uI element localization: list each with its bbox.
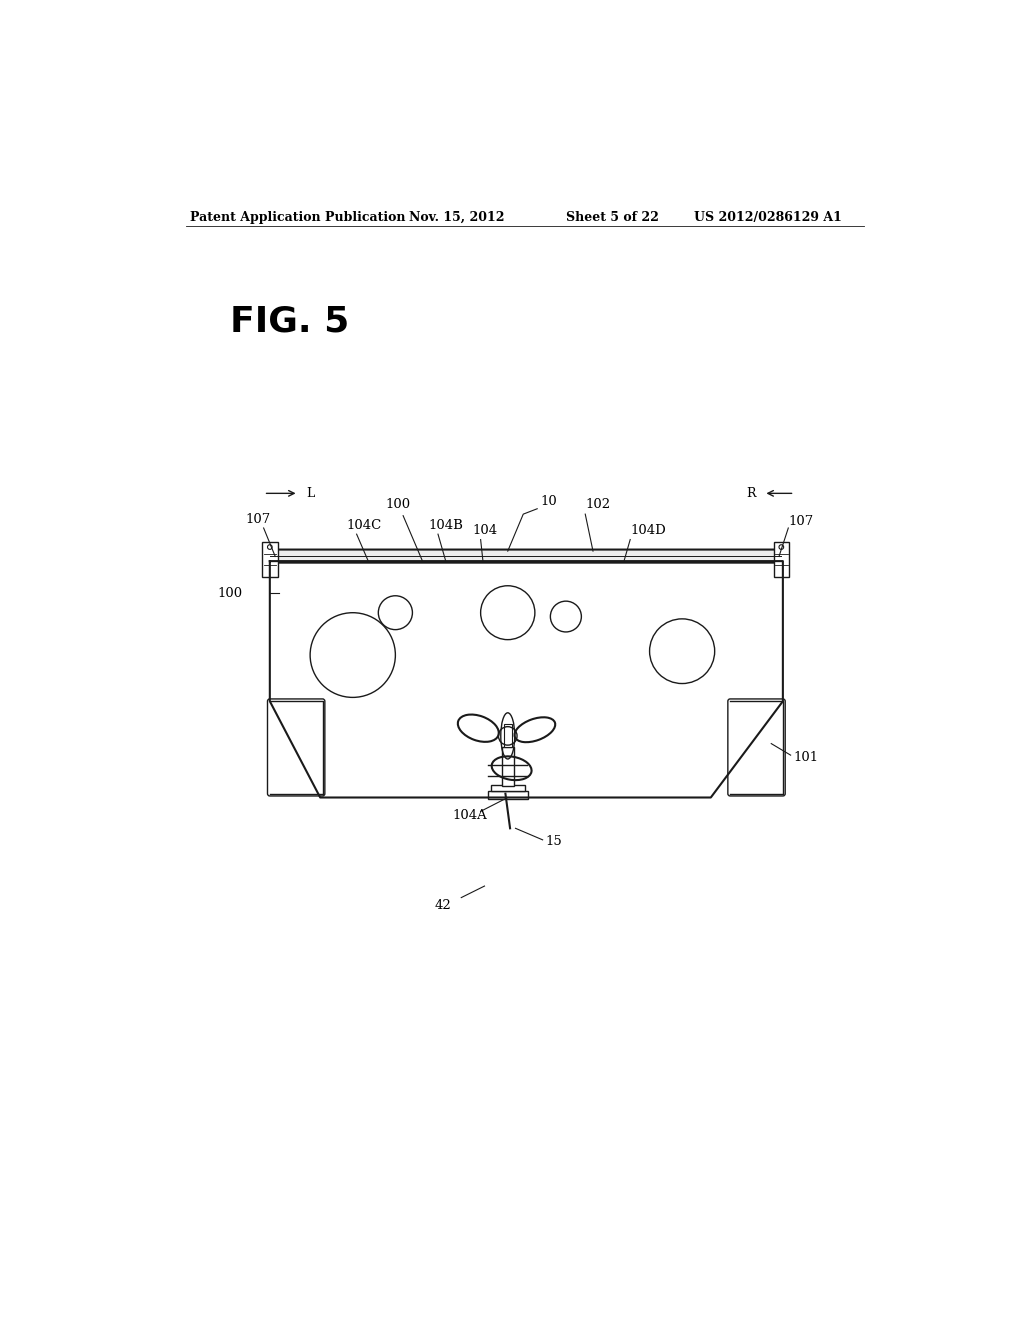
Bar — [773, 541, 790, 577]
Text: 104A: 104A — [452, 809, 486, 822]
FancyBboxPatch shape — [267, 700, 325, 796]
Text: 107: 107 — [788, 515, 813, 528]
Circle shape — [267, 545, 272, 549]
Text: 10: 10 — [541, 495, 557, 508]
Text: 104D: 104D — [630, 524, 666, 537]
Text: L: L — [306, 487, 314, 500]
Circle shape — [779, 545, 783, 549]
Bar — [490, 785, 524, 792]
Text: 100: 100 — [217, 587, 243, 601]
Text: 107: 107 — [246, 513, 271, 527]
FancyBboxPatch shape — [728, 700, 785, 796]
Text: 100: 100 — [385, 498, 411, 511]
Text: Nov. 15, 2012: Nov. 15, 2012 — [409, 211, 504, 224]
Bar — [262, 541, 278, 577]
Text: 104C: 104C — [346, 519, 382, 532]
Text: 101: 101 — [793, 751, 818, 764]
FancyBboxPatch shape — [264, 549, 786, 562]
Text: 42: 42 — [434, 899, 451, 912]
Text: FIG. 5: FIG. 5 — [230, 305, 349, 339]
Text: 104B: 104B — [429, 519, 464, 532]
Text: 104: 104 — [473, 524, 498, 537]
Text: Patent Application Publication: Patent Application Publication — [190, 211, 406, 224]
Text: 15: 15 — [545, 834, 562, 847]
Text: US 2012/0286129 A1: US 2012/0286129 A1 — [693, 211, 842, 224]
Bar — [487, 792, 528, 799]
Text: 102: 102 — [586, 498, 610, 511]
Text: Sheet 5 of 22: Sheet 5 of 22 — [566, 211, 658, 224]
Text: R: R — [746, 487, 756, 500]
Bar — [504, 725, 512, 747]
Bar — [502, 747, 514, 785]
